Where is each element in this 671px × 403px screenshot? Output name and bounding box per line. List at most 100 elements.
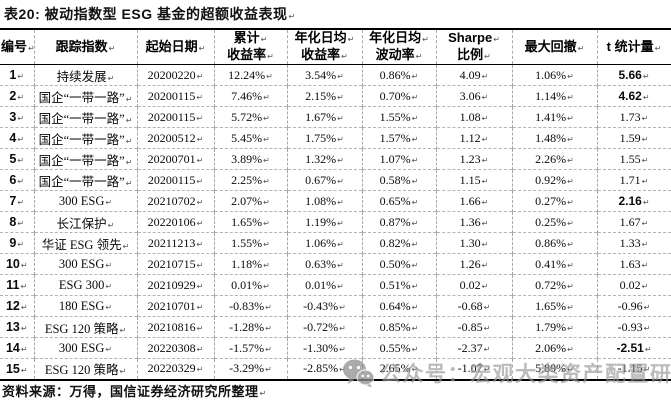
paragraph-mark: ↵ [481,239,489,249]
cell-mdd: 1.06%↵ [512,64,598,86]
paragraph-mark: ↵ [125,178,133,188]
cell-cum: 5.72%↵ [214,106,288,128]
cell-index: ESG 300↵ [34,274,138,296]
paragraph-mark: ↵ [196,92,204,102]
paragraph-mark: ↵ [17,156,25,165]
cell-tstat: 2.16↵ [597,190,671,212]
cell-index: 300 ESG↵ [34,253,138,275]
table-row: 14↵ 300 ESG↵ 20220308↵ -1.57%↵ -1.30%↵ 0.55%↵… [0,337,671,359]
paragraph-mark: ↵ [196,113,204,123]
table-row: 2↵ 国企“一带一路”↵ 20200115↵ 7.46%↵ 2.15%↵ 0.70%↵ 3.… [0,85,671,107]
cell-sharpe: 1.30↵ [436,232,513,254]
cell-no: 7↵ [0,190,35,212]
paragraph-mark: ↵ [107,73,115,83]
cell-ann_vol: 0.64%↵ [362,295,437,317]
cell-ann_ret: 2.15%↵ [287,85,363,107]
paragraph-mark: ↵ [483,365,491,375]
paragraph-mark: ↵ [483,302,491,312]
paragraph-mark: ↵ [20,324,28,333]
paragraph-mark: ↵ [125,94,133,104]
cell-date: 20210715↵ [137,253,215,275]
paragraph-mark: ↵ [567,71,574,81]
paragraph-mark: ↵ [196,176,204,186]
cell-ann_ret: -2.85%↵ [287,358,363,380]
paragraph-mark: ↵ [337,197,344,207]
paragraph-mark: ↵ [196,281,204,291]
paragraph-mark: ↵ [567,218,574,228]
cell-no: 5↵ [0,148,35,170]
paragraph-mark: ↵ [641,176,649,186]
col-header-index: 跟踪指数↵ [34,29,138,65]
cell-no: 11↵ [0,274,35,296]
paragraph-mark: ↵ [567,134,574,144]
cell-mdd: 1.14%↵ [512,85,598,107]
source-note: 资料来源：万得，国信证券经济研究所整理↵ [2,384,267,399]
cell-tstat: 1.59↵ [597,127,671,149]
paragraph-mark: ↵ [481,281,489,291]
cell-cum: 1.65%↵ [214,211,288,233]
paragraph-mark: ↵ [567,239,574,249]
table-row: 4↵ 国企“一带一路”↵ 20200512↵ 5.45%↵ 1.75%↵ 1.57%↵ 1.… [0,127,671,149]
paragraph-mark: ↵ [265,344,272,354]
cell-no: 4↵ [0,127,35,149]
paragraph-mark: ↵ [17,93,25,102]
cell-ann_vol: 1.07%↵ [362,148,437,170]
paragraph-mark: ↵ [265,302,272,312]
paragraph-mark: ↵ [641,155,649,165]
cell-mdd: 2.26%↵ [512,148,598,170]
cell-index: 长江保护↵ [34,211,138,233]
paragraph-mark: ↵ [196,134,204,144]
cell-cum: 1.55%↵ [214,232,288,254]
cell-mdd: 1.65%↵ [512,295,598,317]
paragraph-mark: ↵ [263,218,270,228]
paragraph-mark: ↵ [263,92,270,102]
paragraph-mark: ↵ [337,218,344,228]
paragraph-mark: ↵ [107,220,115,230]
paragraph-mark: ↵ [119,367,127,377]
paragraph-mark: ↵ [411,113,419,123]
col-header-ann_vol: 年化日均↵ 波动率↵ [362,29,437,65]
cell-sharpe: 3.06↵ [436,85,513,107]
paragraph-mark: ↵ [411,344,419,354]
paragraph-mark: ↵ [17,72,25,81]
paragraph-mark: ↵ [483,323,491,333]
paragraph-mark: ↵ [105,197,113,207]
paragraph-mark: ↵ [263,260,270,270]
cell-mdd: 2.06%↵ [512,337,598,359]
table-row: 5↵ 国企“一带一路”↵ 20200701↵ 3.89%↵ 1.32%↵ 1.07%↵ 1.… [0,148,671,170]
cell-no: 12↵ [0,295,35,317]
table-row: 1↵ 持续发展↵ 20200220↵ 12.24%↵ 3.54%↵ 0.86%↵ 4.09↵… [0,64,671,86]
paragraph-mark: ↵ [411,176,419,186]
paragraph-mark: ↵ [483,344,491,354]
cell-date: 20211213↵ [137,232,215,254]
cell-cum: 0.01%↵ [214,274,288,296]
paragraph-mark: ↵ [17,198,25,207]
cell-index: 持续发展↵ [34,64,138,86]
paragraph-mark: ↵ [337,260,344,270]
paragraph-mark: ↵ [567,323,574,333]
cell-no: 13↵ [0,316,35,338]
cell-tstat: 1.63↵ [597,253,671,275]
cell-ann_vol: 0.85%↵ [362,316,437,338]
cell-ann_ret: 1.19%↵ [287,211,363,233]
paragraph-mark: ↵ [125,115,133,125]
paragraph-mark: ↵ [481,260,489,270]
table-row: 3↵ 国企“一带一路”↵ 20200115↵ 5.72%↵ 1.67%↵ 1.55%↵ 1.… [0,106,671,128]
col-header-no: 编号↵ [0,29,35,65]
cell-sharpe: 1.26↵ [436,253,513,275]
table-row: 9↵ 华证 ESG 领先↵ 20211213↵ 1.55%↵ 1.06%↵ 0.82%↵ 1… [0,232,671,254]
paragraph-mark: ↵ [196,260,204,270]
paragraph-mark: ↵ [263,197,270,207]
cell-date: 20210701↵ [137,295,215,317]
paragraph-mark: ↵ [337,71,344,81]
cell-ann_ret: 1.32%↵ [287,148,363,170]
cell-cum: 1.18%↵ [214,253,288,275]
paragraph-mark: ↵ [196,344,204,354]
paragraph-mark: ↵ [481,197,489,207]
paragraph-mark: ↵ [567,260,574,270]
cell-no: 3↵ [0,106,35,128]
cell-date: 20210816↵ [137,316,215,338]
cell-index: 国企“一带一路”↵ [34,106,138,128]
paragraph-mark: ↵ [196,197,204,207]
cell-mdd: 5.89%↵ [512,358,598,380]
